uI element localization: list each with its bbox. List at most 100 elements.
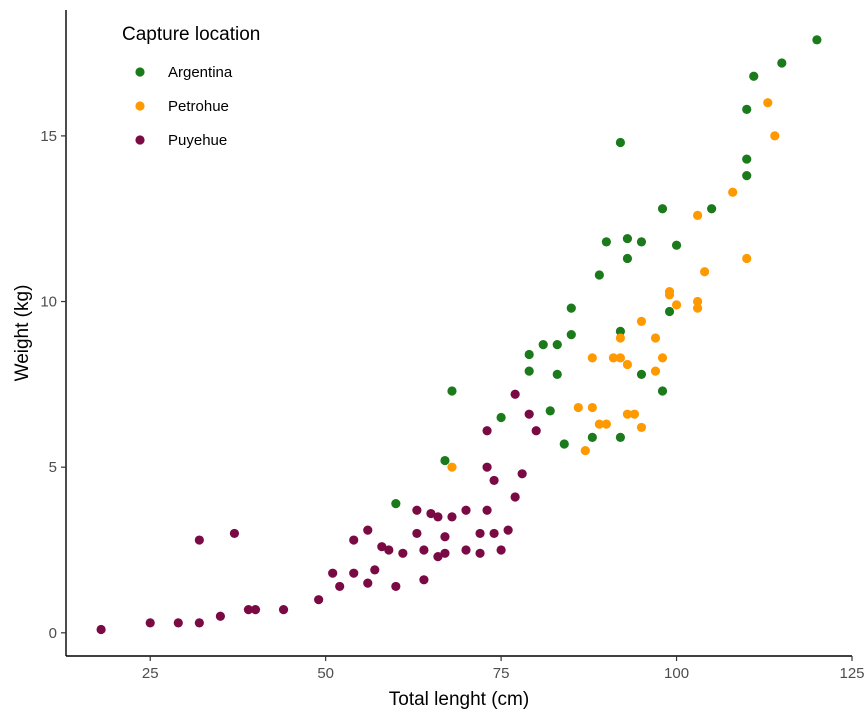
data-point (440, 548, 450, 558)
data-point (419, 575, 429, 585)
data-point (475, 528, 485, 539)
data-point (243, 605, 254, 615)
data-point (622, 253, 633, 264)
data-points (96, 35, 822, 635)
data-point (552, 369, 562, 380)
data-point (482, 505, 492, 515)
data-point (412, 528, 422, 539)
data-point (594, 419, 604, 429)
x-tick-label: 100 (664, 665, 689, 682)
y-tick-label: 0 (49, 625, 57, 642)
data-point (777, 58, 787, 68)
data-point (440, 532, 450, 542)
data-point (194, 618, 204, 628)
data-point (363, 525, 373, 535)
data-point (377, 542, 387, 552)
data-point (349, 568, 359, 578)
data-point (194, 535, 204, 545)
x-tick-label: 125 (839, 665, 864, 682)
legend-label: Petrohue (168, 98, 229, 115)
data-point (524, 366, 534, 376)
data-point (594, 270, 604, 280)
axes (65, 10, 852, 657)
data-point (391, 499, 401, 509)
data-point (496, 412, 506, 423)
data-point (328, 568, 338, 578)
data-point (566, 303, 576, 313)
data-point (510, 389, 520, 399)
x-tick-label: 75 (493, 665, 510, 682)
data-point (440, 455, 450, 466)
legend-key-petrohue (135, 101, 145, 111)
data-point (573, 402, 583, 413)
data-point (671, 300, 682, 310)
data-point (215, 611, 225, 621)
data-point (433, 552, 443, 562)
data-point (812, 35, 822, 45)
data-point (615, 326, 626, 336)
data-point (657, 386, 668, 396)
data-point (96, 624, 106, 635)
data-point (657, 353, 668, 363)
data-point (482, 462, 492, 472)
data-point (447, 462, 457, 472)
data-point (601, 237, 611, 247)
data-point (412, 505, 422, 515)
data-point (552, 339, 562, 350)
data-point (145, 618, 155, 628)
data-point (742, 154, 752, 164)
data-point (229, 528, 240, 539)
data-point (608, 353, 618, 363)
data-point (335, 581, 345, 592)
x-axis-title: Total lenght (cm) (389, 689, 529, 710)
data-point (503, 525, 513, 535)
legend-items: Argentina Petrohue Puyehue (135, 64, 233, 149)
data-point (517, 469, 527, 479)
data-point (510, 492, 520, 502)
data-point (461, 545, 471, 555)
data-point (250, 605, 261, 615)
data-point (173, 618, 183, 628)
data-point (636, 369, 647, 380)
data-point (587, 353, 597, 363)
data-point (587, 432, 597, 442)
legend-label: Argentina (168, 64, 233, 81)
data-point (742, 104, 752, 114)
data-point (650, 333, 661, 343)
data-point (742, 171, 752, 181)
data-point (496, 545, 506, 555)
data-point (615, 432, 626, 442)
data-point (636, 316, 647, 327)
data-point (314, 595, 324, 605)
data-point (622, 233, 633, 244)
data-point (524, 349, 534, 360)
data-point (629, 409, 640, 419)
data-point (707, 204, 717, 214)
x-tick-label: 25 (142, 665, 159, 682)
data-point (482, 426, 492, 436)
data-point (763, 98, 773, 108)
data-point (657, 204, 668, 214)
data-point (622, 359, 633, 370)
data-point (671, 240, 682, 250)
legend: Capture location Argentina Petrohue Puyehu… (122, 24, 260, 149)
series-petrohue (447, 98, 780, 472)
y-axis-title: Weight (kg) (12, 285, 33, 382)
data-point (615, 353, 626, 363)
data-point (566, 330, 576, 340)
data-point (531, 426, 541, 436)
data-point (615, 137, 626, 148)
data-point (693, 296, 703, 307)
data-point (447, 386, 457, 396)
data-point (601, 419, 611, 429)
data-point (650, 366, 661, 376)
x-ticks: 25 50 75 100 125 (142, 656, 864, 682)
data-point (728, 187, 738, 197)
data-point (524, 409, 534, 419)
data-point (587, 402, 597, 413)
series-argentina (391, 35, 822, 509)
data-point (489, 528, 499, 539)
legend-title: Capture location (122, 24, 260, 45)
data-point (545, 406, 555, 416)
